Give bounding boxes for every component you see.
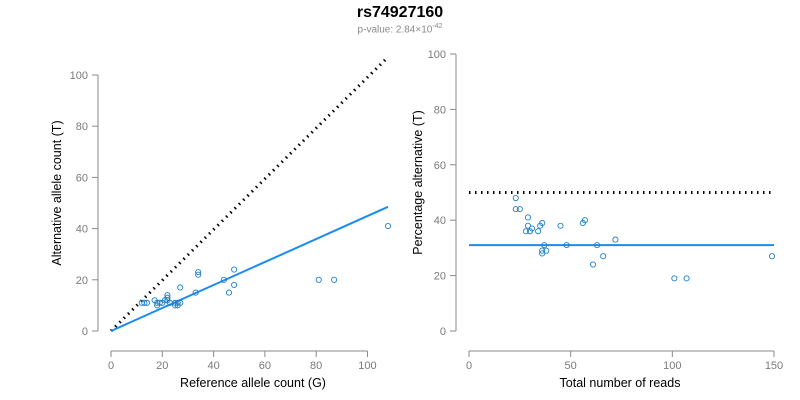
fitted-regression-line [110,205,389,332]
data-point [589,261,597,268]
y-tick-label: 40 [76,224,88,236]
percentage-alternative-scatter-panel: 0 50 100 150 0 20 40 60 80 100 Total number of rea… [411,49,783,390]
data-point [524,222,532,229]
data-point [164,294,171,301]
y-tick-label: 20 [76,275,88,287]
reference-dotted-line [109,56,390,333]
data-point [512,206,519,213]
data-point [192,289,199,296]
x-tick-label: 150 [765,360,783,372]
x-tick-label: 100 [663,360,681,372]
x-tick-label: 50 [565,360,577,372]
y-tick-label: 0 [440,326,446,338]
x-axis-title: Total number of reads [560,376,681,390]
data-point [600,253,607,260]
x-axis-title: Reference allele count (G) [180,376,326,390]
data-point [557,222,564,229]
y-tick-label: 60 [434,160,446,172]
y-tick-label: 60 [76,172,88,184]
data-point [581,217,588,224]
chart-subtitle: p-value: 2.84×10-42 [0,23,800,35]
y-tick-label: 0 [82,326,88,338]
data-point [539,247,546,254]
data-point [535,228,542,235]
p-value-text: p-value: 2.84×10 [357,24,433,36]
data-point [612,236,619,243]
data-point [528,225,536,232]
data-point [516,206,523,213]
y-axis-title: Alternative allele count (T) [50,120,64,265]
x-tick-label: 20 [156,360,168,372]
data-point [331,276,338,283]
y-tick-label: 40 [434,215,446,227]
data-point [141,299,148,306]
y-tick-label: 100 [428,49,446,61]
data-point [315,276,322,283]
data-point [195,271,202,278]
x-tick-label: 60 [259,360,271,372]
data-point [231,281,238,288]
data-point [768,253,776,260]
data-point [524,214,532,221]
data-point [225,289,233,296]
data-point [177,299,184,306]
data-point [522,228,529,235]
data-point [539,219,546,227]
y-tick-label: 80 [76,121,88,133]
x-tick-label: 0 [108,360,114,372]
y-tick-label: 100 [70,70,88,82]
data-point [164,292,171,299]
data-point [156,299,163,306]
data-point [384,222,392,230]
data-point [683,275,690,282]
x-tick-label: 40 [207,360,219,372]
data-point [174,299,181,306]
data-point [512,194,519,202]
x-tick-label: 0 [466,360,472,372]
data-point [541,242,548,249]
y-tick-label: 80 [434,104,446,116]
data-point [671,275,678,282]
data-point [220,276,227,283]
data-point [143,299,150,306]
chart-title: rs74927160 [356,4,444,21]
y-tick-label: 20 [434,271,446,283]
data-point [195,269,202,276]
data-point [563,242,570,249]
x-tick-label: 80 [310,360,322,372]
x-tick-label: 100 [358,360,376,372]
data-point [594,242,601,249]
data-point [543,247,550,254]
y-axis-title: Percentage alternative (T) [411,110,425,255]
p-value-exponent: -42 [432,23,443,30]
allele-count-scatter-panel: 0 20 40 60 80 100 0 20 40 60 80 100 Reference allele… [50,56,392,390]
data-point [231,266,238,273]
data-point [539,250,546,257]
data-point [177,284,184,291]
